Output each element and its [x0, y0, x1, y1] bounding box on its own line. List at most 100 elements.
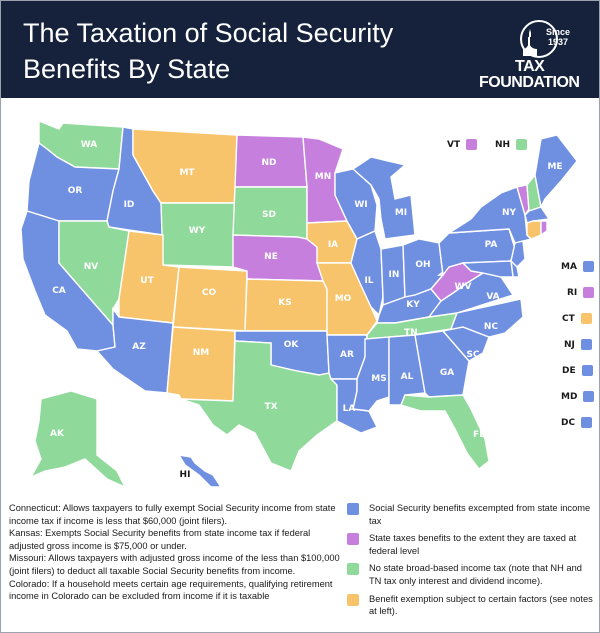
legend-item-no-income-tax: No state broad-based income tax (note th… — [347, 562, 593, 587]
state-ct — [526, 220, 542, 240]
legend-item-exempt: Social Security benefits excempted from … — [347, 502, 593, 527]
state-nc — [442, 298, 524, 338]
callout-ct-label: CT — [562, 313, 575, 324]
label-ar: AR — [340, 350, 354, 360]
legend-item-conditional: Benefit exemption subject to certain fac… — [347, 593, 593, 618]
label-me: ME — [547, 162, 562, 172]
state-me — [534, 134, 578, 210]
callout-ct: CT — [561, 313, 592, 324]
label-ga: GA — [440, 368, 454, 378]
logo-line-2: FOUNDATION — [479, 74, 580, 91]
tax-foundation-logo: Since 1937 TAX FOUNDATION — [479, 19, 589, 93]
state-ne — [232, 234, 324, 282]
label-co: CO — [202, 288, 217, 298]
label-or: OR — [68, 186, 83, 196]
label-la: LA — [343, 404, 356, 414]
legend-swatch-no-income-tax — [347, 563, 359, 576]
label-nd: ND — [261, 158, 276, 168]
callout-nj: NJ — [561, 339, 592, 350]
title-line-2: Benefits By State — [23, 54, 231, 84]
callout-dc: DC — [561, 417, 593, 428]
label-wa: WA — [81, 140, 98, 150]
callout-ri-label: RI — [567, 287, 578, 298]
state-md — [461, 260, 514, 278]
label-wi: WI — [354, 200, 367, 210]
state-notes: Connecticut: Allows taxpayers to fully e… — [9, 502, 341, 603]
label-ks: KS — [278, 298, 291, 308]
callout-de-label: DE — [562, 365, 576, 376]
label-ny: NY — [502, 208, 517, 218]
label-sc: SC — [466, 350, 479, 360]
callout-ma-label: MA — [561, 261, 577, 272]
page-title: The Taxation of Social Security Benefits… — [23, 15, 393, 87]
logo-line-1: TAX — [515, 58, 545, 75]
callout-nh: NH — [495, 139, 528, 150]
label-mo: MO — [335, 294, 352, 304]
label-az: AZ — [132, 342, 146, 352]
label-wy: WY — [189, 226, 206, 236]
state-nj — [510, 240, 526, 268]
note-colorado: Colorado: If a household meets certain a… — [9, 578, 333, 602]
state-nm — [166, 326, 236, 402]
label-tx: TX — [264, 402, 277, 412]
state-tx — [180, 340, 338, 472]
state-ri — [540, 220, 548, 237]
label-ut: UT — [140, 276, 154, 286]
callout-nh-label: NH — [495, 139, 511, 150]
label-nm: NM — [193, 348, 210, 358]
label-ne: NE — [264, 252, 278, 262]
label-fl: FL — [473, 430, 485, 440]
state-ak — [29, 390, 127, 489]
note-missouri: Missouri: Allows taxpayers with adjusted… — [9, 553, 340, 576]
legend-label-no-income-tax: No state broad-based income tax (note th… — [369, 563, 582, 586]
legend-label-taxed-federal: State taxes benefits to the extent they … — [369, 533, 577, 556]
title-line-1: The Taxation of Social Security — [23, 18, 394, 48]
callout-de: DE — [561, 365, 593, 376]
callout-md-swatch — [583, 391, 595, 402]
callout-ri-swatch — [583, 287, 595, 298]
callout-ri: RI — [561, 287, 595, 298]
label-mi: MI — [395, 208, 407, 218]
label-ia: IA — [328, 240, 338, 250]
label-ok: OK — [284, 340, 300, 350]
callout-de-swatch — [581, 365, 593, 376]
state-fl — [400, 394, 490, 470]
us-map: WA OR CA ID NV MT WY UT AZ CO NM ND SD N… — [1, 99, 599, 489]
label-wv: WV — [455, 282, 472, 292]
label-tn: TN — [404, 328, 418, 338]
state-mi — [351, 156, 416, 240]
callout-ma-swatch — [582, 261, 594, 272]
label-nv: NV — [84, 262, 99, 272]
map-legend: Social Security benefits excempted from … — [347, 502, 593, 623]
label-mn: MN — [315, 172, 332, 182]
legend-label-conditional: Benefit exemption subject to certain fac… — [369, 593, 593, 617]
label-oh: OH — [415, 260, 430, 270]
state-co — [172, 266, 248, 332]
state-hi — [177, 454, 223, 488]
label-va: VA — [486, 292, 499, 302]
callout-nj-label: NJ — [564, 339, 575, 350]
callout-ct-swatch — [580, 313, 592, 324]
callout-ma: MA — [561, 261, 594, 272]
label-hi: HI — [180, 470, 191, 480]
callout-nj-swatch — [580, 339, 592, 350]
label-ca: CA — [52, 286, 66, 296]
callout-dc-swatch — [581, 417, 593, 428]
note-connecticut: Connecticut: Allows taxpayers to fully e… — [9, 503, 336, 526]
callout-vt-label: VT — [447, 139, 461, 150]
callout-md: MD — [561, 391, 595, 402]
capitol-dome-icon — [520, 20, 558, 58]
logo-wordmark: TAX FOUNDATION — [479, 59, 589, 91]
label-mt: MT — [179, 168, 195, 178]
label-pa: PA — [485, 240, 498, 250]
label-il: IL — [364, 276, 373, 286]
legend-swatch-exempt — [347, 503, 359, 515]
callout-dc-label: DC — [561, 417, 576, 428]
label-ms: MS — [371, 374, 386, 384]
label-ak: AK — [50, 429, 65, 439]
note-kansas: Kansas: Exempts Social Security benefits… — [9, 528, 311, 551]
label-al: AL — [401, 372, 414, 382]
label-ky: KY — [406, 300, 420, 310]
label-nc: NC — [484, 322, 499, 332]
